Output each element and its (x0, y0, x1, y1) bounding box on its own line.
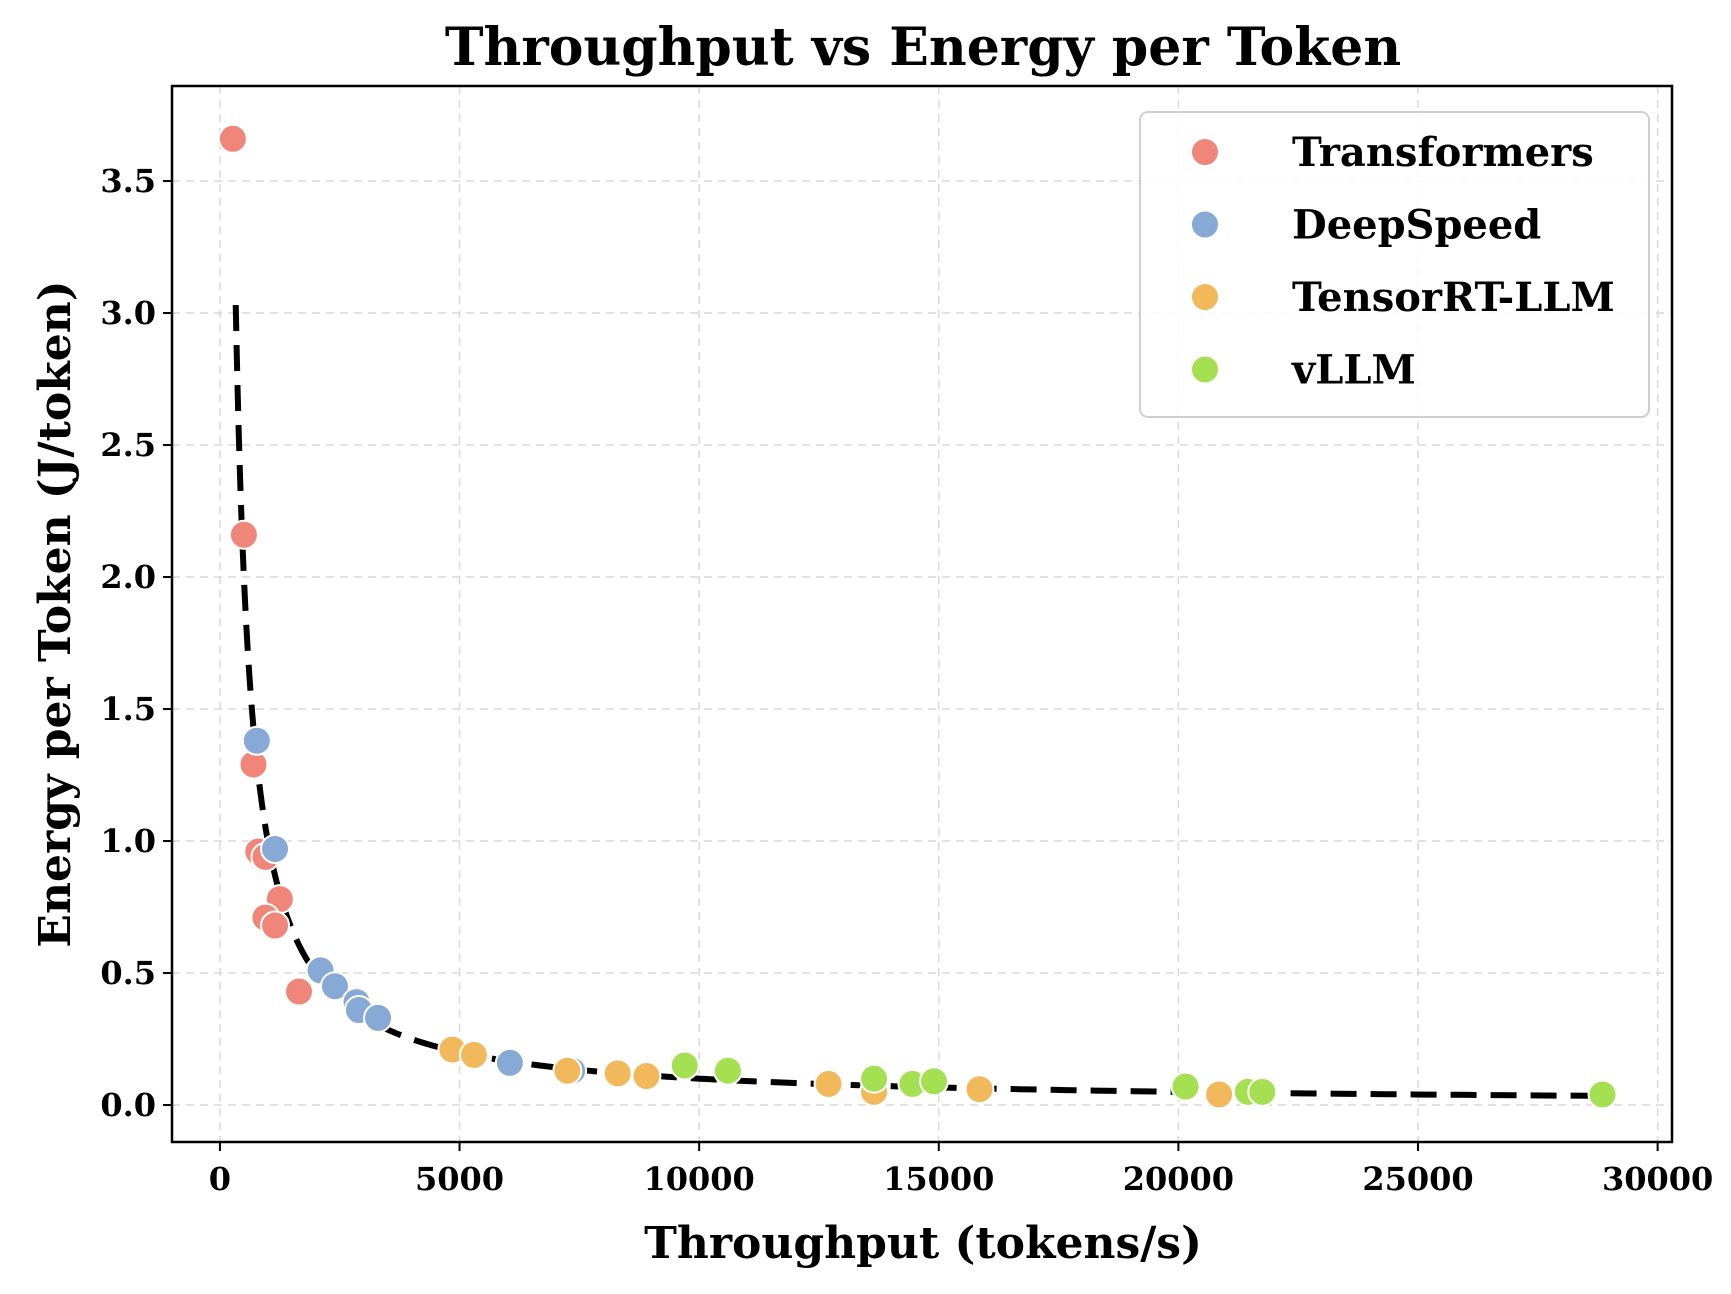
legend-box (1139, 111, 1650, 418)
plot-frame (170, 84, 1674, 1144)
legend-label-vllm: vLLM (1291, 347, 1416, 394)
legend: Transformers DeepSpeed TensorRT-LLM vLLM (1139, 111, 1650, 418)
point-tensorrt-llm (964, 1074, 995, 1105)
point-vllm (712, 1055, 743, 1086)
y-axis-ticks: 0.0 0.5 1.0 1.5 2.0 2.5 3.0 3.5 (100, 162, 172, 1124)
point-deepspeed (260, 833, 291, 864)
y-tick-label: 3.5 (100, 162, 156, 200)
legend-marker-deepspeed (1190, 209, 1220, 240)
point-vllm (669, 1050, 700, 1081)
y-axis-label: Energy per Token (J/token) (30, 280, 81, 947)
x-tick-label: 20000 (1123, 1160, 1234, 1198)
point-transformers (228, 519, 259, 550)
point-tensorrt-llm (813, 1068, 844, 1099)
legend-marker-vllm (1190, 354, 1220, 385)
point-vllm (859, 1063, 890, 1094)
point-deepspeed (319, 971, 350, 1002)
x-tick-label: 30000 (1602, 1160, 1713, 1198)
legend-marker-transformers (1190, 137, 1220, 167)
y-tick-label: 1.0 (100, 822, 156, 860)
data-points (217, 123, 1618, 1110)
legend-label-deepspeed: DeepSpeed (1292, 202, 1541, 249)
point-deepspeed (241, 725, 272, 756)
point-deepspeed (363, 1002, 394, 1033)
y-tick-label: 2.0 (100, 558, 156, 596)
x-tick-label: 10000 (643, 1160, 754, 1198)
point-transformers (217, 123, 248, 154)
point-transformers (283, 976, 314, 1007)
chart-title: Throughput vs Energy per Token (445, 17, 1401, 78)
y-tick-label: 0.0 (100, 1086, 156, 1124)
legend-label-transformers: Transformers (1292, 129, 1594, 176)
point-tensorrt-llm (1204, 1079, 1235, 1110)
x-axis-label: Throughput (tokens/s) (644, 1218, 1202, 1269)
x-tick-label: 5000 (415, 1160, 504, 1198)
y-tick-label: 2.5 (100, 426, 156, 464)
point-tensorrt-llm (602, 1058, 633, 1089)
point-vllm (1587, 1079, 1618, 1110)
legend-label-tensorrt-llm: TensorRT-LLM (1292, 274, 1615, 321)
y-tick-label: 1.5 (100, 690, 156, 728)
point-vllm (918, 1066, 949, 1097)
point-tensorrt-llm (631, 1061, 662, 1091)
y-tick-label: 0.5 (100, 954, 156, 992)
y-tick-label: 3.0 (100, 294, 156, 332)
point-vllm (1247, 1076, 1278, 1107)
legend-marker-tensorrt-llm (1190, 282, 1220, 312)
point-deepspeed (494, 1047, 525, 1078)
x-tick-label: 0 (209, 1160, 231, 1198)
point-vllm (1170, 1071, 1201, 1102)
point-transformers (260, 910, 291, 941)
x-axis-ticks: 0 5000 10000 15000 20000 25000 30000 (209, 1142, 1713, 1198)
point-tensorrt-llm (458, 1039, 489, 1070)
point-tensorrt-llm (552, 1055, 583, 1086)
x-tick-label: 15000 (883, 1160, 994, 1198)
x-tick-label: 25000 (1362, 1160, 1473, 1198)
